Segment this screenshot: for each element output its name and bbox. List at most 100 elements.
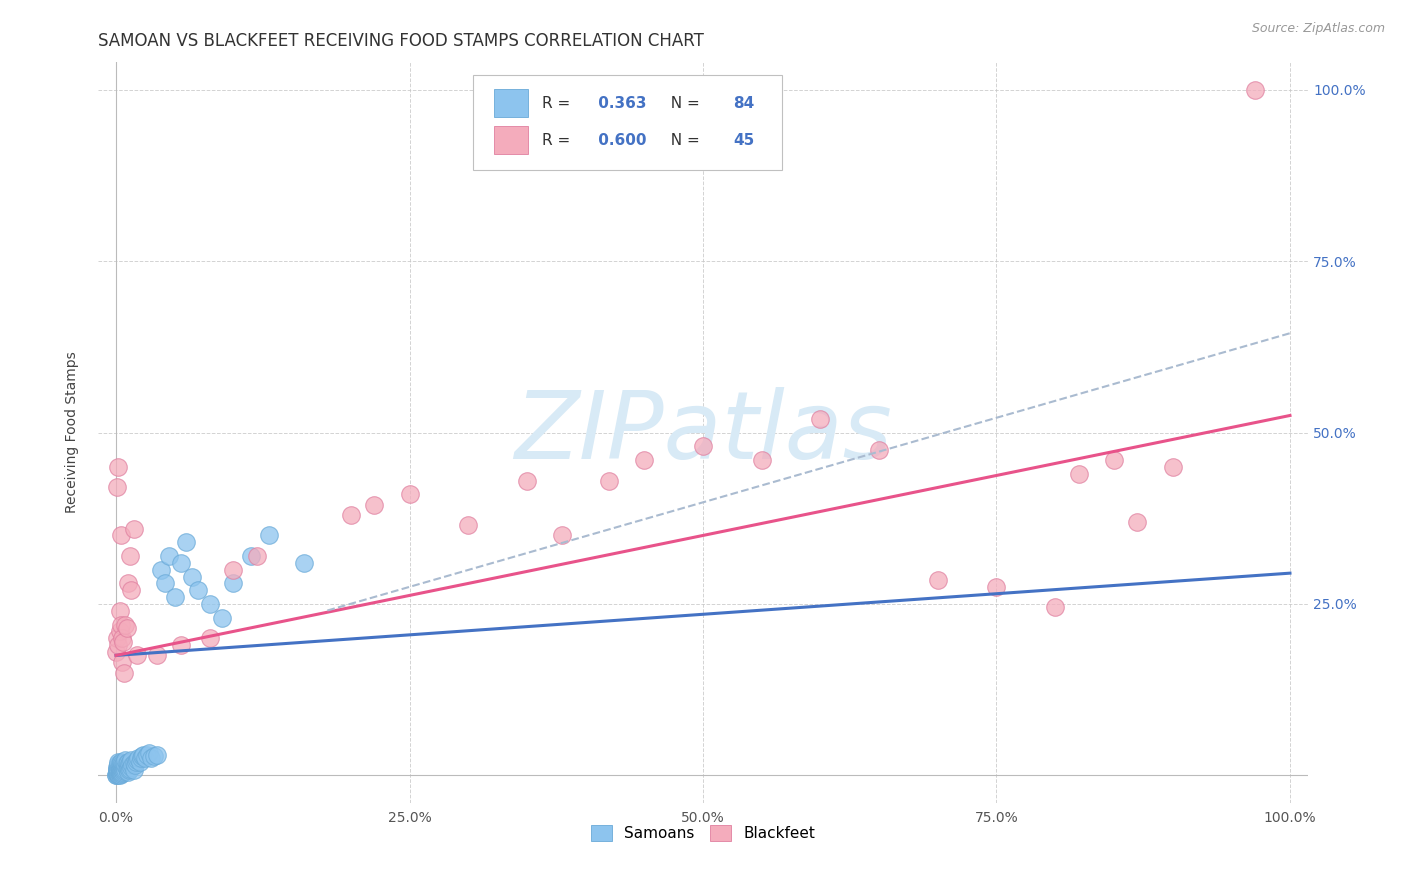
Point [125,755,148,769]
Point [107,762,129,776]
Point [132,747,155,762]
Text: 84: 84 [734,95,755,111]
Point [1161,459,1184,474]
Point [107,767,129,781]
Point [111,756,134,770]
Point [112,760,135,774]
Point [111,632,134,646]
Point [127,648,149,663]
Point [117,576,139,591]
Point [114,617,136,632]
Point [112,762,135,776]
Point [176,535,198,549]
Point [240,549,263,563]
Point [112,634,135,648]
Y-axis label: Receiving Food Stamps: Receiving Food Stamps [65,351,79,514]
Text: ZIPatlas: ZIPatlas [515,387,891,478]
Point [110,762,132,776]
Point [107,459,129,474]
Point [134,751,156,765]
Point [105,645,128,659]
Point [112,764,135,779]
Point [551,528,574,542]
Bar [494,89,527,117]
Point [692,439,714,453]
Point [131,749,153,764]
Point [115,756,138,770]
Point [108,762,131,776]
Point [135,747,157,762]
Point [1043,600,1066,615]
Point [122,756,145,770]
Point [105,762,128,776]
Point [516,474,538,488]
Point [118,757,141,772]
Point [108,624,131,639]
Point [142,749,165,764]
Point [112,756,135,770]
Point [1243,83,1265,97]
Point [112,757,135,772]
Text: N =: N = [661,133,704,148]
Point [124,758,146,772]
Point [107,757,129,772]
Point [198,632,221,646]
Point [114,753,136,767]
Point [120,549,142,563]
Point [1126,515,1149,529]
Point [163,590,186,604]
Point [118,763,141,777]
Point [105,764,128,779]
Point [117,764,139,779]
Point [107,759,129,773]
Point [187,583,209,598]
Point [120,760,142,774]
Point [107,755,129,769]
Point [105,767,128,781]
Point [110,764,132,779]
Point [146,648,169,663]
Point [149,563,172,577]
Point [222,576,245,591]
Point [363,498,385,512]
Point [340,508,363,522]
Text: R =: R = [543,133,575,148]
Point [115,762,138,776]
Point [1067,467,1090,481]
Point [105,764,128,779]
Point [257,528,280,542]
Point [117,755,139,769]
Point [128,755,150,769]
Point [107,763,129,777]
Point [107,638,129,652]
Point [117,760,139,774]
Point [107,768,129,782]
Point [129,751,152,765]
Point [108,756,131,770]
Point [115,621,138,635]
Point [108,767,131,781]
Point [105,632,128,646]
Point [1102,453,1125,467]
Point [105,480,128,494]
Point [110,755,132,769]
Point [114,758,136,772]
Point [169,556,191,570]
Point [120,762,142,776]
Point [598,474,620,488]
Point [110,528,132,542]
Point [292,556,315,570]
Point [105,768,128,782]
Point [114,763,136,777]
Point [398,487,420,501]
Point [120,583,142,598]
Point [122,763,145,777]
Point [146,747,169,762]
Point [181,569,204,583]
Point [127,753,149,767]
Point [633,453,655,467]
Point [927,573,949,587]
Point [112,764,135,778]
Point [169,638,191,652]
Point [986,580,1008,594]
